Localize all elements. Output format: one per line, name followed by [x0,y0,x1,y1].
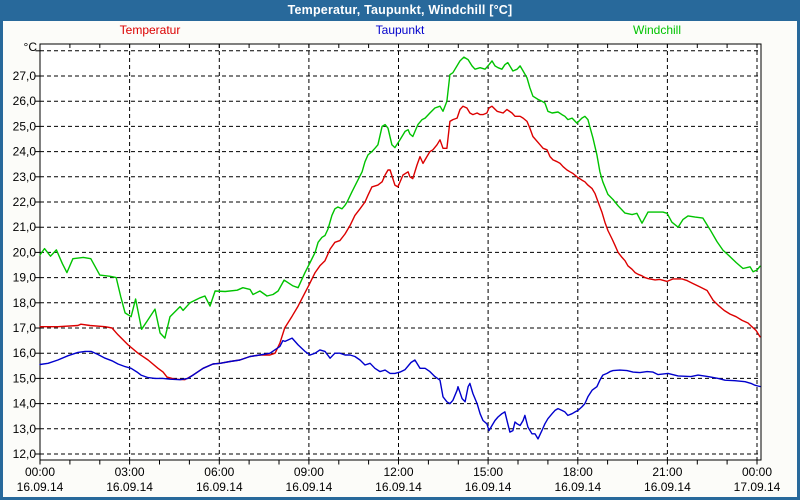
svg-text:22,0: 22,0 [13,195,37,209]
svg-text:15:00: 15:00 [473,465,503,479]
svg-text:00:00: 00:00 [742,465,772,479]
legend-temperatur: Temperatur [119,23,181,37]
svg-text:16.09.14: 16.09.14 [286,480,333,494]
svg-text:13,0: 13,0 [13,422,37,436]
svg-text:12,0: 12,0 [13,447,37,461]
svg-text:21:00: 21:00 [652,465,682,479]
svg-text:20,0: 20,0 [13,245,37,259]
svg-text:17,0: 17,0 [13,321,37,335]
window-border-right [797,21,800,500]
svg-text:09:00: 09:00 [294,465,324,479]
svg-text:24,0: 24,0 [13,145,37,159]
window-titlebar[interactable]: Temperatur, Taupunkt, Windchill [°C] [0,0,800,21]
legend-taupunkt: Taupunkt [375,23,425,37]
window-border-bottom [0,497,800,500]
svg-text:18:00: 18:00 [563,465,593,479]
svg-text:16,0: 16,0 [13,346,37,360]
svg-text:00:00: 00:00 [25,465,55,479]
svg-text:06:00: 06:00 [204,465,234,479]
svg-text:16.09.14: 16.09.14 [375,480,422,494]
svg-text:03:00: 03:00 [115,465,145,479]
legend-windchill: Windchill [632,23,682,37]
svg-text:26,0: 26,0 [13,94,37,108]
svg-text:21,0: 21,0 [13,220,37,234]
svg-text:19,0: 19,0 [13,271,37,285]
svg-text:16.09.14: 16.09.14 [554,480,601,494]
svg-text:15,0: 15,0 [13,371,37,385]
svg-text:16.09.14: 16.09.14 [644,480,691,494]
svg-text:18,0: 18,0 [13,296,37,310]
svg-text:27,0: 27,0 [13,69,37,83]
window-border-left [0,21,3,500]
y-axis-unit-label: °C [23,40,37,54]
svg-text:16.09.14: 16.09.14 [465,480,512,494]
svg-text:16.09.14: 16.09.14 [17,480,64,494]
svg-text:12:00: 12:00 [383,465,413,479]
svg-text:14,0: 14,0 [13,397,37,411]
svg-text:25,0: 25,0 [13,119,37,133]
svg-text:17.09.14: 17.09.14 [734,480,781,494]
svg-text:16.09.14: 16.09.14 [196,480,243,494]
svg-text:23,0: 23,0 [13,170,37,184]
svg-text:16.09.14: 16.09.14 [106,480,153,494]
window-title: Temperatur, Taupunkt, Windchill [°C] [287,3,513,17]
